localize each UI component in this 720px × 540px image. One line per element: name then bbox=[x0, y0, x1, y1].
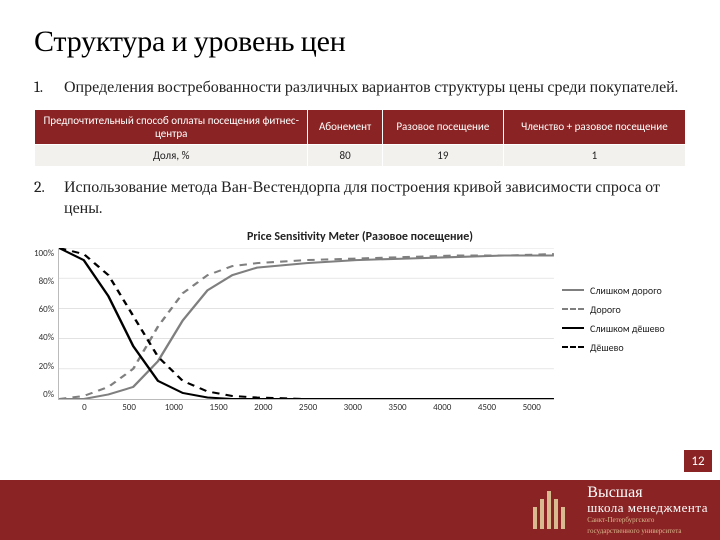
list-item: 2. Использование метода Ван-Вестендорпа … bbox=[34, 177, 686, 220]
page-number: 12 bbox=[684, 450, 712, 472]
logo-line1: Высшая bbox=[587, 485, 708, 501]
pricing-table: Предпочтительный способ оплаты посещения… bbox=[34, 109, 686, 167]
psm-chart: 100%80%60%40%20%0% Слишком дорогоДорогоС… bbox=[34, 248, 686, 400]
list-text: Использование метода Ван-Вестендорпа для… bbox=[64, 177, 686, 220]
chart-title: Price Sensitivity Meter (Разовое посещен… bbox=[34, 230, 686, 244]
plot-area bbox=[58, 248, 554, 400]
slide: Структура и уровень цен 1. Определения в… bbox=[0, 0, 720, 540]
x-axis: 0500100015002000250030003500400045005000 bbox=[62, 400, 554, 413]
footer-bar: Высшая школа менеджмента Санкт-Петербург… bbox=[0, 480, 720, 540]
logo-sub2: государственного университета bbox=[587, 528, 708, 536]
td-v3: 1 bbox=[503, 144, 685, 166]
numbered-list: 2. Использование метода Ван-Вестендорпа … bbox=[34, 177, 686, 220]
list-number: 1. bbox=[34, 77, 50, 99]
td-v2: 19 bbox=[382, 144, 503, 166]
td-v1: 80 bbox=[308, 144, 382, 166]
th-razovoe: Разовое посещение bbox=[382, 109, 503, 144]
table-row: Доля, % 80 19 1 bbox=[35, 144, 686, 166]
list-number: 2. bbox=[34, 177, 50, 220]
numbered-list: 1. Определения востребованности различны… bbox=[34, 77, 686, 99]
legend: Слишком дорогоДорогоСлишком дёшевоДёшево bbox=[554, 248, 686, 400]
list-text: Определения востребованности различных в… bbox=[64, 77, 686, 99]
th-method: Предпочтительный способ оплаты посещения… bbox=[35, 109, 308, 144]
footer: 12 Высшая школа менеджмента Санкт-Петерб… bbox=[0, 480, 720, 540]
list-item: 1. Определения востребованности различны… bbox=[34, 77, 686, 99]
page-title: Структура и уровень цен bbox=[34, 24, 686, 59]
y-axis: 100%80%60%40%20%0% bbox=[34, 248, 58, 400]
chart-svg bbox=[59, 248, 554, 399]
logo-pillars-icon bbox=[533, 491, 579, 529]
th-combo: Членство + разовое посещение bbox=[503, 109, 685, 144]
th-abon: Абонемент bbox=[308, 109, 382, 144]
logo-line2: школа менеджмента bbox=[587, 501, 708, 514]
logo-sub1: Санкт-Петербургского bbox=[587, 517, 708, 525]
td-label: Доля, % bbox=[35, 144, 308, 166]
logo-text: Высшая школа менеджмента Санкт-Петербург… bbox=[587, 485, 708, 535]
